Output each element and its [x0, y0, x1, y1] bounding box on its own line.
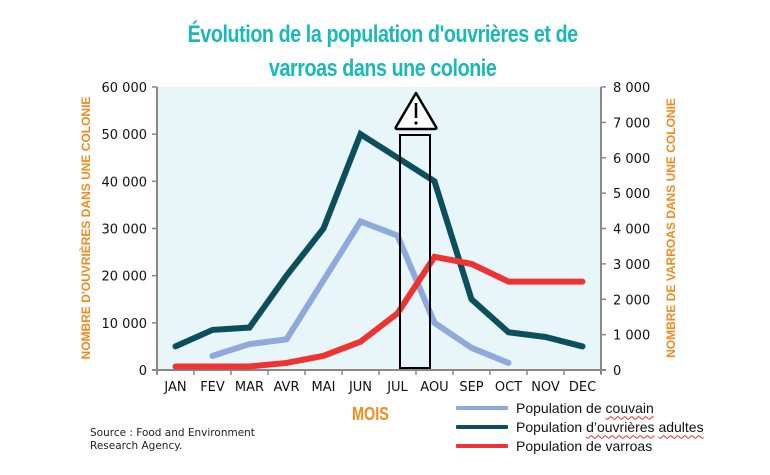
- x-tick-label: JAN: [163, 380, 186, 395]
- legend-swatch-adults: [456, 424, 508, 429]
- y-right-tick-label: 5 000: [613, 187, 650, 202]
- legend-item-brood: Population de couvain: [456, 398, 704, 417]
- y-right-tick-label: 4 000: [613, 223, 650, 238]
- x-tick-label: AOU: [420, 380, 448, 395]
- x-tick-label: OCT: [495, 380, 522, 395]
- y-left-tick-label: 0: [139, 364, 147, 379]
- series-line-adults: [172, 129, 586, 350]
- source-note: Source : Food and Environment Research A…: [90, 427, 255, 453]
- y-right-tick-label: 1 000: [613, 329, 650, 344]
- source-line-2: Research Agency.: [90, 440, 183, 452]
- legend-label-brood: Population de couvain: [516, 399, 654, 416]
- y-right-tick-label: 7 000: [613, 116, 650, 131]
- y-right-tick-label: 3 000: [613, 258, 650, 273]
- legend-item-varroa: Population de varroas: [456, 436, 704, 455]
- x-tick-label: MAI: [312, 380, 336, 395]
- y-axis-right-title: NOMBRE DE VARROAS DANS UNE COLONIE: [664, 98, 678, 358]
- legend-item-adults: Population d’ouvrières adultes: [456, 417, 704, 436]
- warning-icon: [394, 91, 438, 131]
- y-left-tick-label: 10 000: [102, 317, 148, 332]
- x-tick-label: AVR: [274, 380, 300, 395]
- series-line-varroa: [172, 253, 586, 370]
- x-tick-label: NOV: [531, 380, 560, 395]
- x-tick-label: FEV: [200, 380, 225, 395]
- y-left-tick-label: 30 000: [102, 223, 148, 238]
- x-axis-title: MOIS: [352, 404, 389, 424]
- chart-title-line-2: varroas dans une colonie: [268, 55, 497, 82]
- y-right-tick-label: 0: [613, 364, 621, 379]
- legend-swatch-brood: [456, 405, 508, 410]
- x-tick-label: DEC: [569, 380, 596, 395]
- chart-title: Évolution de la population d'ouvrières e…: [67, 18, 698, 86]
- y-left-tick-label: 20 000: [102, 270, 148, 285]
- x-tick-label: JUN: [348, 380, 372, 395]
- legend: Population de couvain Population d’ouvri…: [456, 398, 704, 455]
- legend-label-adults: Population d’ouvrières adultes: [516, 418, 704, 435]
- y-right-tick-label: 6 000: [613, 152, 650, 167]
- legend-swatch-varroa: [456, 443, 508, 448]
- y-left-tick-label: 60 000: [102, 81, 148, 96]
- y-right-tick-label: 8 000: [613, 81, 650, 96]
- y-left-tick-label: 50 000: [102, 128, 148, 143]
- x-tick-label: SEP: [459, 380, 483, 395]
- y-left-tick-label: 40 000: [102, 175, 148, 190]
- source-line-1: Source : Food and Environment: [90, 427, 255, 439]
- legend-label-varroa: Population de varroas: [516, 437, 653, 454]
- chart-title-line-1: Évolution de la population d'ouvrières e…: [187, 21, 579, 48]
- y-axis-left-title: NOMBRE D'OUVRIÈRES DANS UNE COLONIE: [78, 97, 93, 360]
- x-tick-label: MAR: [235, 380, 264, 395]
- highlight-rectangle: [399, 134, 431, 369]
- y-right-tick-label: 2 000: [613, 293, 650, 308]
- x-tick-label: JUL: [386, 380, 408, 395]
